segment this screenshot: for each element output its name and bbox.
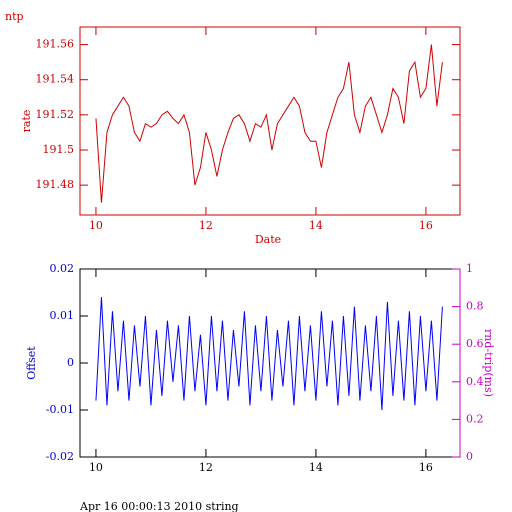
data-line (95, 44, 443, 203)
x-axis-label: Date (255, 233, 281, 246)
y-tick-label: 191.52 (36, 108, 75, 121)
x-tick-label: 12 (199, 461, 213, 474)
x-tick-label: 16 (419, 461, 433, 474)
x-tick-label: 16 (419, 219, 433, 232)
y-tick-label: 191.56 (36, 38, 75, 51)
x-tick-label: 14 (309, 219, 323, 232)
data-line (95, 297, 443, 411)
y2-tick-label: 0.2 (466, 412, 484, 425)
y2-tick-label: 0 (466, 450, 473, 463)
plot-frame (79, 268, 461, 458)
y-tick-label: 191.48 (36, 178, 75, 191)
y-axis-label: Offset (25, 346, 38, 380)
footer: Apr 16 00:00:13 2010 string (79, 500, 239, 512)
y2-axis-label: rnd-trip(ms) (482, 329, 495, 397)
y-axis-label: rate (20, 110, 33, 133)
x-tick-label: 12 (199, 219, 213, 232)
y-tick-label: -0.01 (46, 403, 74, 416)
y-tick-label: 0.02 (50, 262, 75, 275)
y2-tick-label: 0.4 (466, 375, 484, 388)
x-tick-label: 14 (309, 461, 323, 474)
y-tick-label: 0.01 (50, 309, 75, 322)
y-tick-label: -0.02 (46, 450, 74, 463)
x-tick-label: 10 (89, 461, 103, 474)
y-tick-label: 0 (67, 356, 74, 369)
chart-title: ntp (5, 10, 24, 23)
y-tick-label: 191.5 (43, 143, 75, 156)
x-tick-label: 10 (89, 219, 103, 232)
plot-frame (79, 26, 461, 216)
y2-tick-label: 0.8 (466, 300, 484, 313)
y2-tick-label: 1 (466, 262, 473, 275)
y2-tick-label: 0.6 (466, 337, 484, 350)
y-tick-label: 191.54 (36, 73, 75, 86)
